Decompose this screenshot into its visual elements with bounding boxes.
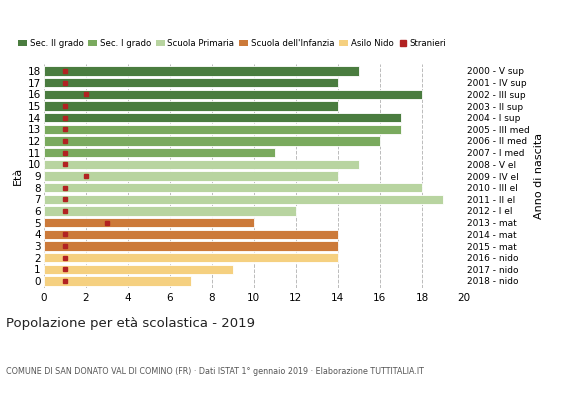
Y-axis label: Anno di nascita: Anno di nascita (534, 133, 543, 219)
Bar (44, 113, 401, 122)
Bar (44, 230, 338, 239)
Legend: Sec. II grado, Sec. I grado, Scuola Primaria, Scuola dell'Infanzia, Asilo Nido, : Sec. II grado, Sec. I grado, Scuola Prim… (19, 39, 447, 48)
Bar (44, 90, 422, 99)
Bar (44, 160, 359, 169)
Bar (44, 253, 338, 262)
Bar (44, 136, 380, 146)
Text: COMUNE DI SAN DONATO VAL DI COMINO (FR) · Dati ISTAT 1° gennaio 2019 · Elaborazi: COMUNE DI SAN DONATO VAL DI COMINO (FR) … (6, 367, 423, 376)
Text: Popolazione per età scolastica - 2019: Popolazione per età scolastica - 2019 (6, 317, 255, 330)
Bar (44, 148, 275, 158)
Bar (44, 206, 296, 216)
Y-axis label: Età: Età (13, 167, 23, 185)
Bar (44, 218, 254, 228)
Bar (44, 194, 443, 204)
Bar (44, 171, 338, 181)
Bar (44, 264, 233, 274)
Bar (44, 66, 359, 76)
Bar (44, 78, 338, 88)
Bar (44, 101, 338, 111)
Bar (44, 276, 191, 286)
Bar (44, 124, 401, 134)
Bar (44, 241, 338, 251)
Bar (44, 183, 422, 192)
